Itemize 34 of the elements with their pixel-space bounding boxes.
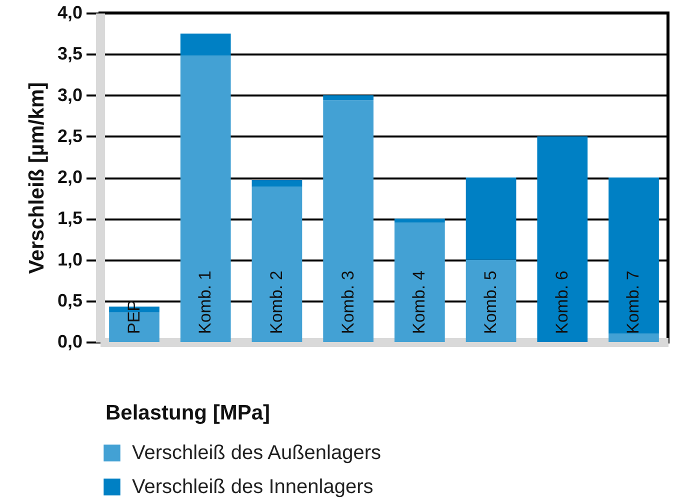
bar bbox=[323, 100, 374, 342]
bar bbox=[252, 180, 302, 187]
y-tick-label: 0,5 bbox=[57, 290, 82, 310]
y-tick-label: 0,0 bbox=[57, 332, 82, 352]
bar bbox=[323, 95, 374, 100]
x-tick-label: Komb. 1 bbox=[196, 270, 215, 334]
x-axis-title: Belastung [MPa] bbox=[106, 402, 270, 424]
y-tick-label: 1,5 bbox=[57, 208, 82, 228]
bar bbox=[466, 260, 516, 342]
bar bbox=[608, 178, 659, 334]
y-tick-label: 1,0 bbox=[57, 249, 82, 270]
y-tick-label: 4,0 bbox=[57, 2, 82, 22]
bar bbox=[466, 178, 516, 260]
x-tick-label: Komb. 7 bbox=[624, 270, 643, 334]
legend-label: Verschleiß des Innenlagers bbox=[132, 476, 374, 498]
y-tick-label: 3,0 bbox=[57, 84, 82, 105]
bar bbox=[252, 186, 302, 342]
legend-label: Verschleiß des Außenlagers bbox=[132, 442, 382, 464]
x-tick-label: PEP bbox=[124, 300, 144, 334]
y-tick-label: 2,0 bbox=[57, 167, 82, 187]
x-tick-label: Komb. 5 bbox=[481, 270, 500, 334]
x-tick-label: Komb. 4 bbox=[410, 270, 429, 334]
y-tick-label: 3,5 bbox=[57, 44, 82, 64]
bar bbox=[537, 136, 588, 342]
x-tick-label: Komb. 3 bbox=[338, 270, 358, 334]
x-tick-label: Komb. 2 bbox=[266, 270, 286, 334]
bar bbox=[394, 218, 445, 223]
bar bbox=[180, 34, 231, 56]
x-tick-label: Komb. 6 bbox=[552, 270, 572, 334]
y-axis-title: Verschleiß [µm/km] bbox=[25, 82, 48, 274]
bar bbox=[180, 56, 231, 342]
bar bbox=[394, 222, 445, 342]
y-tick-label: 2,5 bbox=[57, 126, 82, 146]
bar bbox=[608, 334, 659, 342]
